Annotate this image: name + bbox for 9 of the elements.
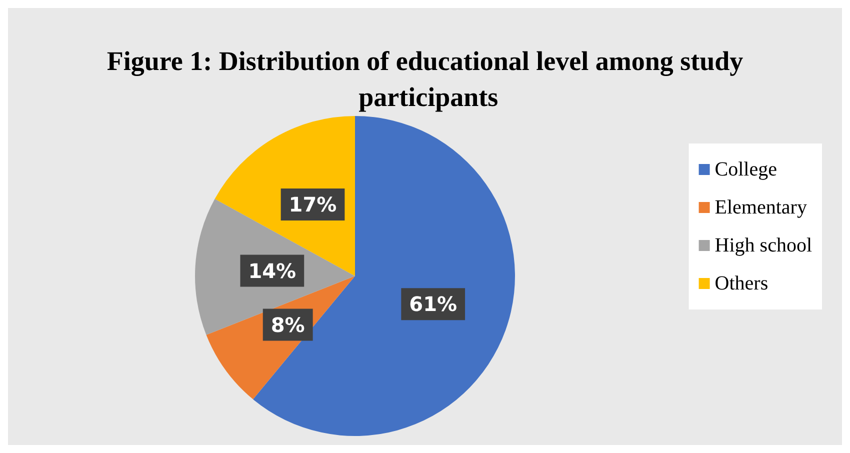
chart-title: Figure 1: Distribution of educational level among study participants bbox=[106, 46, 744, 112]
data-label: 14% bbox=[248, 258, 296, 283]
data-label: 8% bbox=[270, 312, 305, 337]
data-label: 17% bbox=[288, 192, 337, 217]
legend-label: College bbox=[714, 158, 778, 180]
data-label: 61% bbox=[409, 292, 458, 316]
legend-label: Others bbox=[714, 272, 768, 294]
legend-label: Elementary bbox=[714, 196, 807, 218]
legend-label: High school bbox=[714, 234, 812, 256]
